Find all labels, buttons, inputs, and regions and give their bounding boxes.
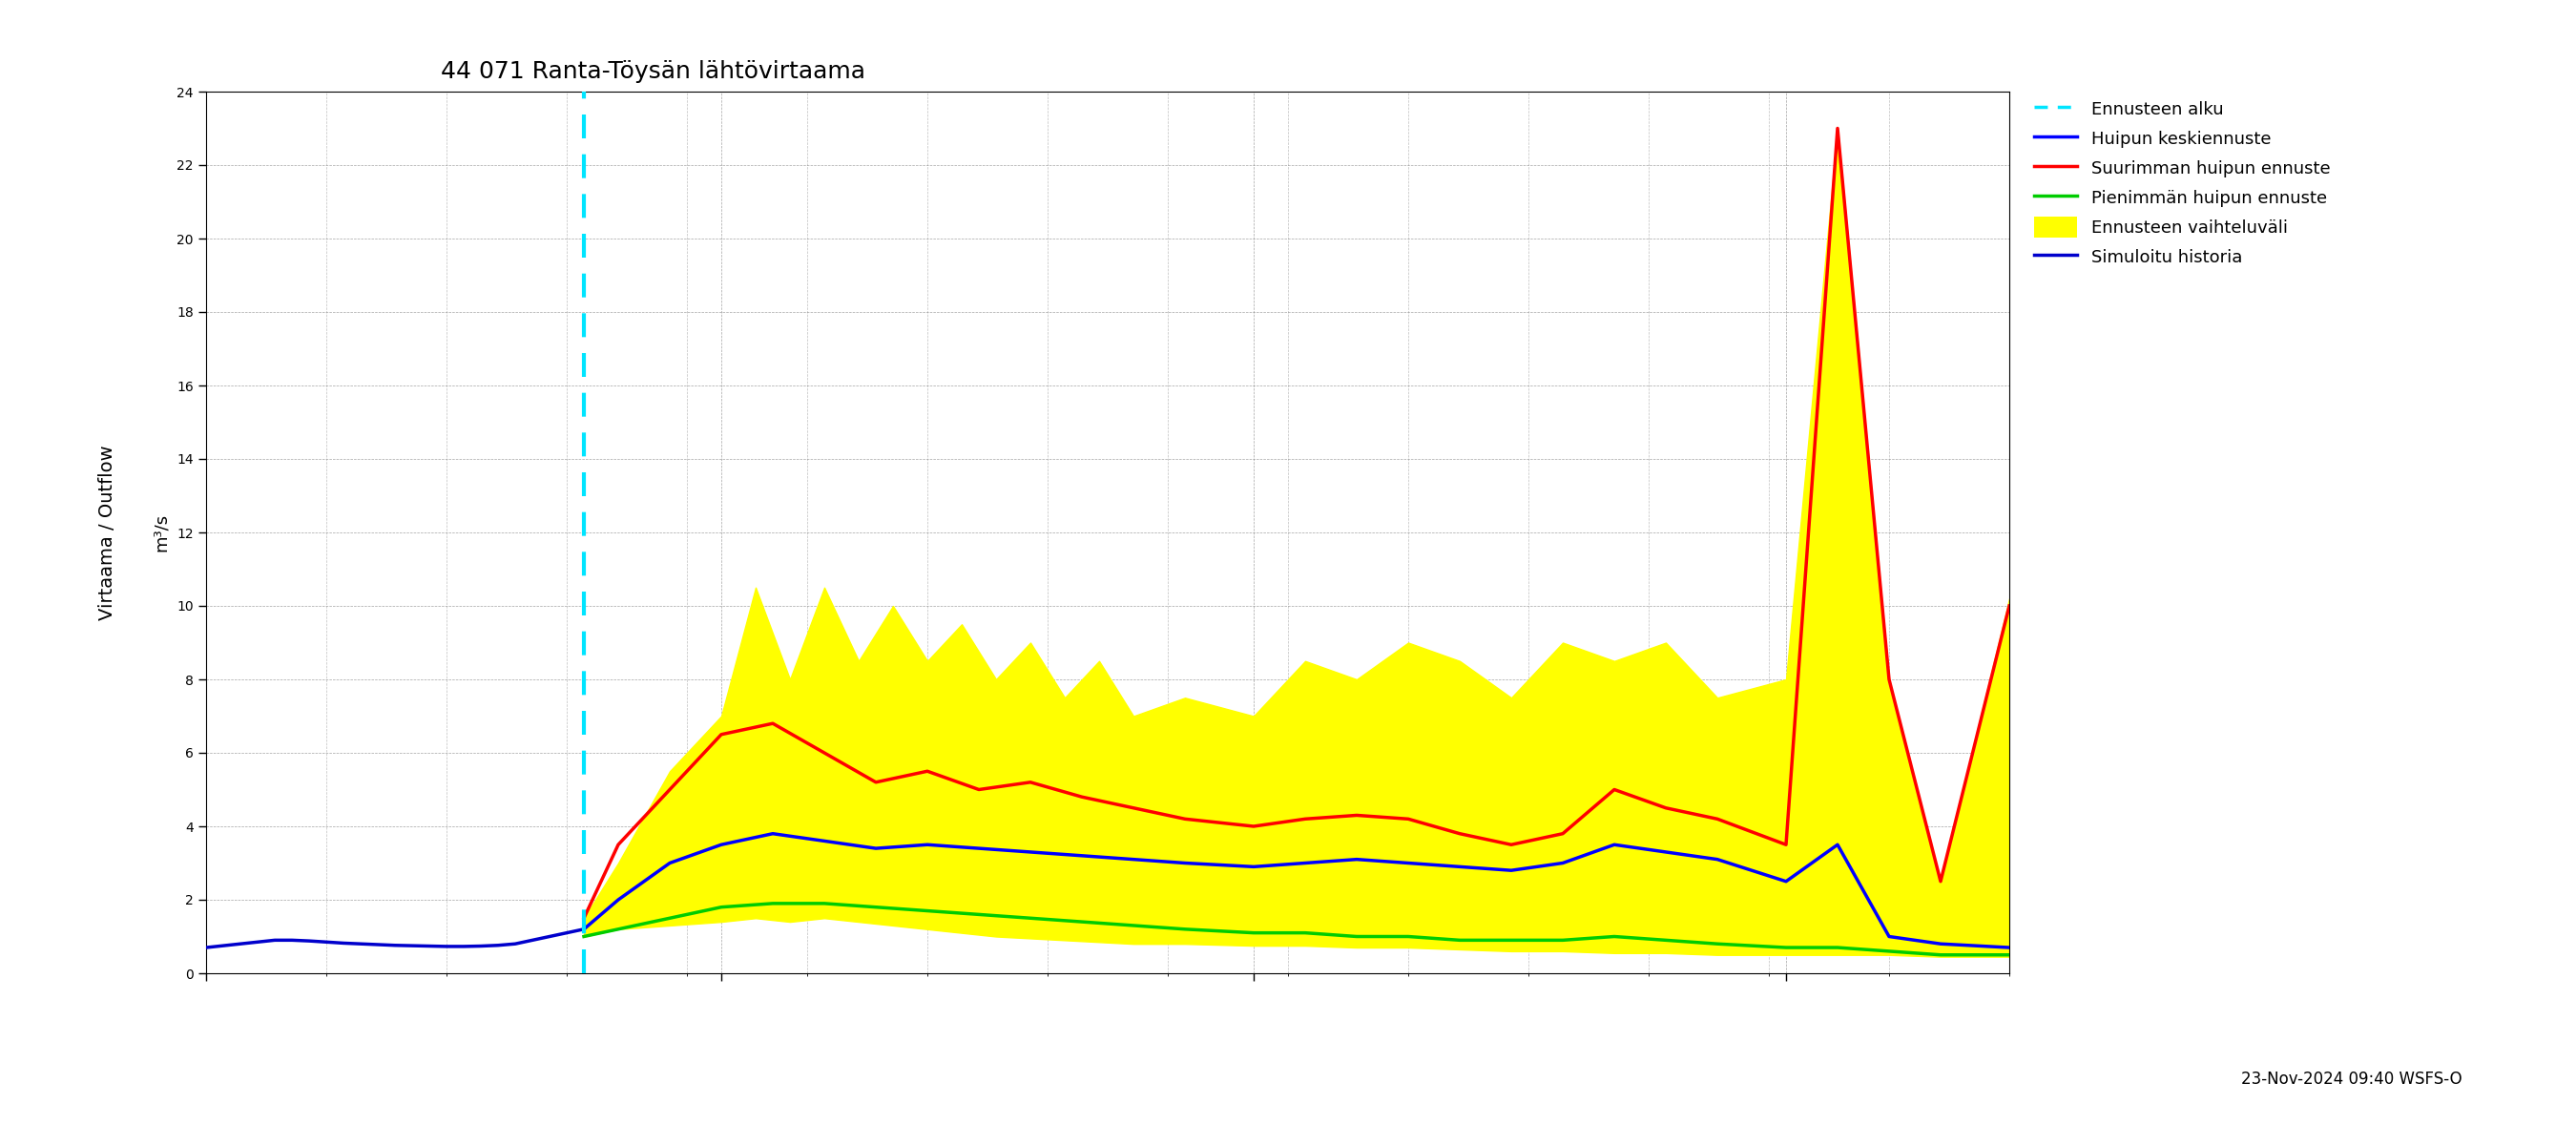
Text: Virtaama / Outflow: Virtaama / Outflow	[98, 444, 116, 621]
Legend: Ennusteen alku, Huipun keskiennuste, Suurimman huipun ennuste, Pienimmän huipun : Ennusteen alku, Huipun keskiennuste, Suu…	[2027, 92, 2336, 275]
Text: m³/s: m³/s	[152, 513, 170, 552]
Text: 44 071 Ranta-Töysän lähtövirtaama: 44 071 Ranta-Töysän lähtövirtaama	[440, 61, 866, 84]
Text: 23-Nov-2024 09:40 WSFS-O: 23-Nov-2024 09:40 WSFS-O	[2241, 1071, 2463, 1088]
